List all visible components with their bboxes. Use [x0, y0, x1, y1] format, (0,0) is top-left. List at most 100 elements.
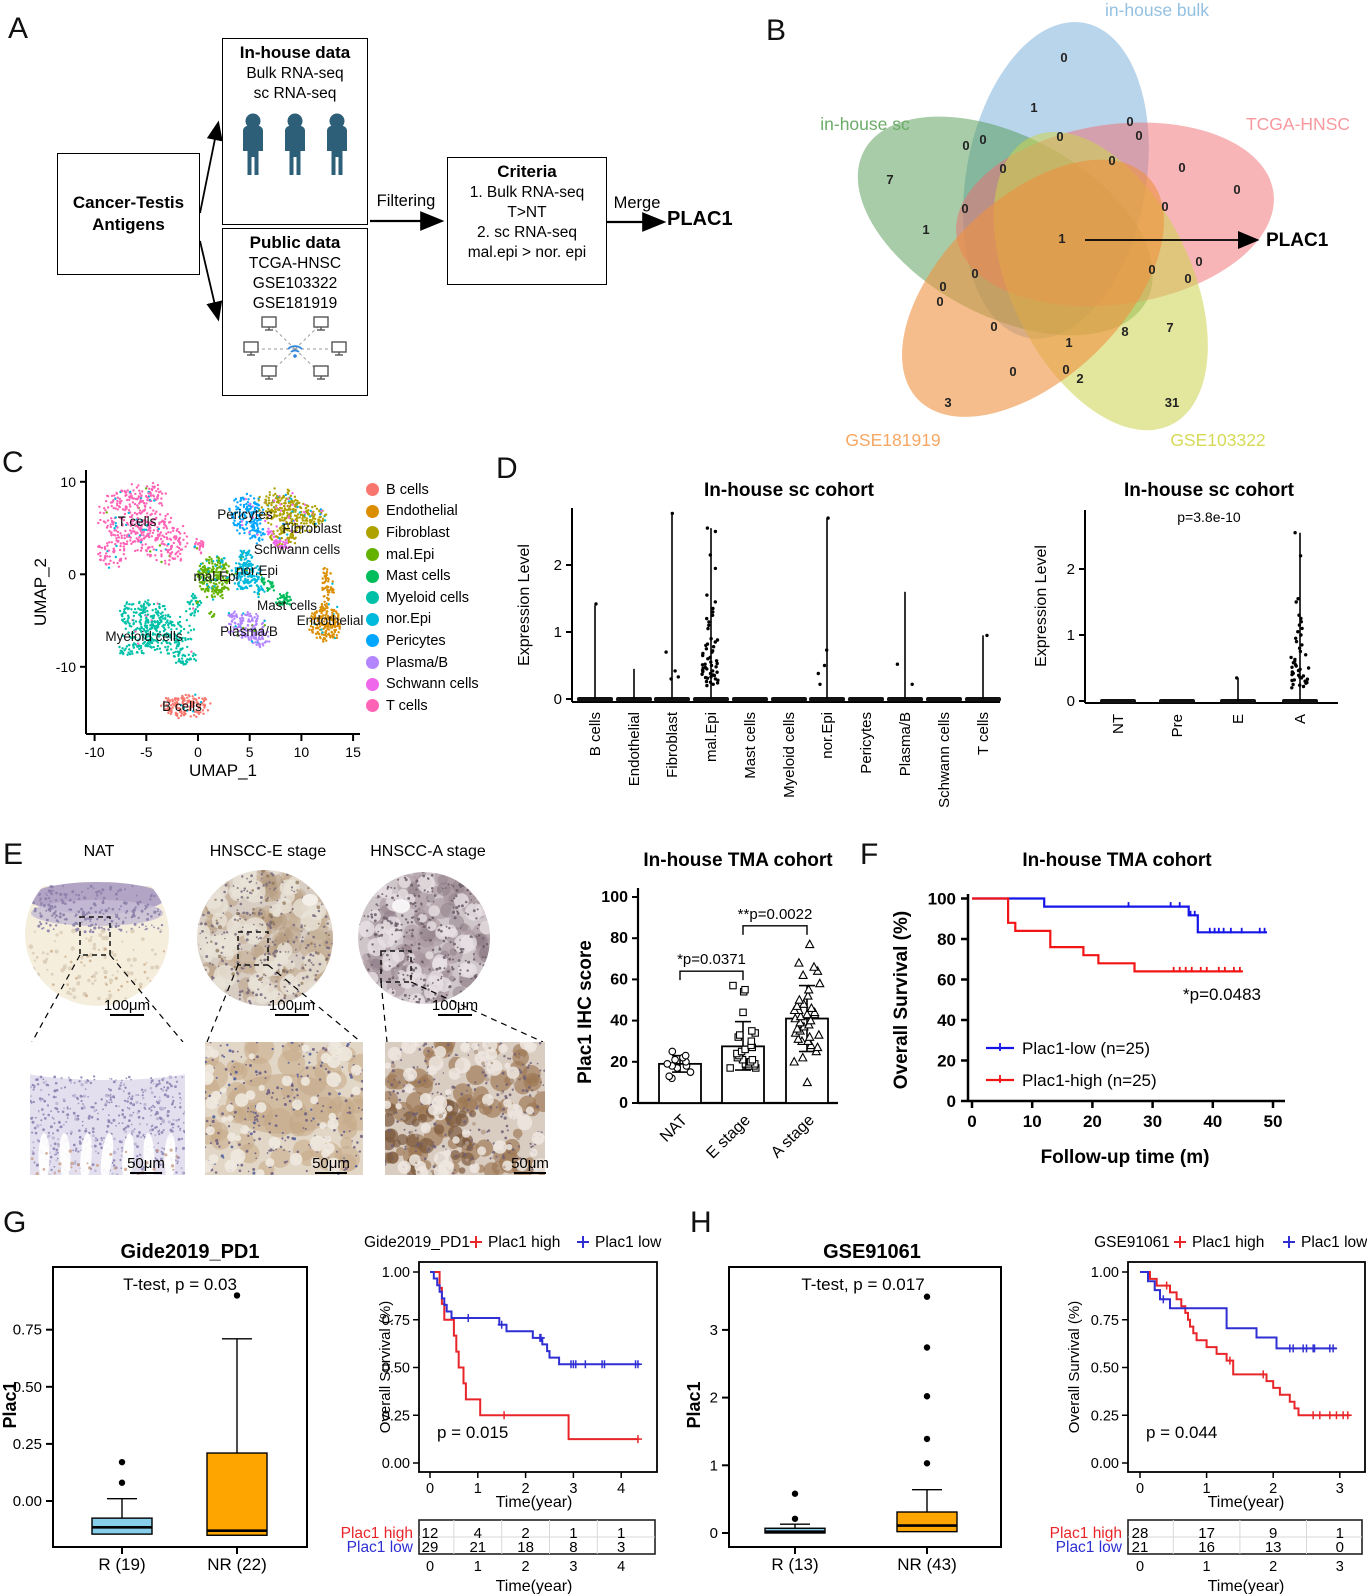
criteria-title: Criteria	[497, 162, 557, 181]
legend-label: Endothelial	[386, 503, 458, 520]
legend-label: Myeloid cells	[386, 589, 469, 606]
inhouse-data-box: In-house data Bulk RNA-seq sc RNA-seq	[222, 38, 368, 225]
km_gse-xlabel: Time(year)	[1208, 1494, 1285, 1511]
venn-count: 0	[1195, 254, 1202, 269]
panel-label-a: A	[8, 12, 29, 45]
svg-text:0: 0	[68, 566, 76, 582]
umap-cluster-pericytes	[228, 492, 266, 545]
km_gse-risk-value: 28	[1132, 1525, 1149, 1542]
cancer-testis-box: Cancer-Testis Antigens	[57, 153, 200, 275]
cancer-testis-line2: Antigens	[92, 215, 165, 234]
km_gse-plot: 1.000.750.500.250.000 1 2 3Time(year)Overal…	[1050, 1234, 1367, 1594]
km-tma-ylabel: Overall Survival (%)	[891, 911, 912, 1089]
box_gide-title: Gide2019_PD1	[121, 1241, 260, 1263]
venn-count: 0	[990, 319, 997, 334]
km_gide-legend-label: Plac1 high	[488, 1234, 560, 1251]
km_gide-risk-value: 29	[422, 1539, 439, 1556]
km-tma-title: In-house TMA cohort	[1022, 850, 1212, 871]
km_gse-risk-value: 16	[1198, 1539, 1215, 1556]
umap-cluster-label: T cells	[118, 514, 157, 529]
legend-swatch	[366, 634, 379, 648]
umap-plot: -10 -5 0 5 10 15 10 0 -10 UMAP_1 UMAP_2 T cells Peri…	[31, 470, 363, 780]
venn-count: 0	[1178, 160, 1185, 175]
venn-count: 0	[962, 138, 969, 153]
inhouse-line2: sc RNA-seq	[253, 85, 337, 102]
box_gide-box	[206, 1452, 268, 1536]
km_gse-risk-value: 0	[1336, 1539, 1344, 1556]
umap-cluster-label: Myeloid cells	[105, 629, 183, 644]
svg-text:0: 0	[194, 744, 202, 760]
legend-swatch	[366, 612, 379, 626]
violin-cat-label: Mast cells	[742, 712, 759, 779]
box_gide-cat-label: R (19)	[98, 1555, 145, 1574]
ihc-scale-label: 100μm	[432, 997, 478, 1014]
legend-swatch	[366, 591, 379, 605]
umap-legend-item: Pericytes	[366, 630, 479, 652]
tma-sig-label: **p=0.0022	[738, 906, 813, 923]
umap-cluster-label: mal.Epi	[193, 569, 238, 584]
svg-text:1: 1	[554, 624, 562, 641]
plac1-result-label: PLAC1	[667, 208, 733, 230]
svg-text:5: 5	[246, 744, 254, 760]
venn-count: 0	[1062, 362, 1069, 377]
venn-result-label: PLAC1	[1266, 230, 1329, 251]
box_gide-subtitle: T-test, p = 0.03	[123, 1275, 237, 1294]
box_gse-cat-label: NR (43)	[897, 1555, 957, 1574]
umap-cluster-plasma-b	[224, 610, 271, 649]
violin-cat-label: E	[1230, 714, 1247, 724]
km_gse-risk-value: 17	[1198, 1525, 1215, 1542]
venn-count: 0	[1060, 50, 1067, 65]
network-icon	[243, 316, 347, 380]
umap-ylabel: UMAP_2	[31, 558, 50, 626]
criteria-box: Criteria 1. Bulk RNA-seq T>NT 2. sc RNA-…	[447, 157, 607, 285]
venn-count: 0	[1148, 262, 1155, 277]
km-curve-Plac1-high	[972, 897, 1243, 973]
tma-title: In-house TMA cohort	[643, 850, 833, 871]
legend-label: nor.Epi	[386, 611, 432, 628]
umap-cluster-mal-epi	[194, 555, 234, 619]
km_gse-risk-xlabel: Time(year)	[1208, 1578, 1285, 1594]
svg-text:0: 0	[1067, 693, 1075, 710]
umap-cluster-fibroblast	[257, 487, 328, 550]
venn-count: 0	[961, 201, 968, 216]
umap-legend-item: Mast cells	[366, 565, 479, 587]
venn-count: 0	[936, 294, 943, 309]
inhouse-line1: Bulk RNA-seq	[246, 65, 344, 82]
km_gse-risk-row-label: Plac1 high	[1050, 1525, 1122, 1542]
ihc-zoom-box	[79, 916, 111, 956]
km-tma-xlabel: Follow-up time (m)	[1041, 1147, 1210, 1168]
km_gide-legend-label: Plac1 low	[595, 1234, 662, 1251]
tma-sig-label: *p=0.0371	[677, 951, 746, 968]
venn-count: 0	[999, 161, 1006, 176]
km_gide-risk-xlabel: Time(year)	[496, 1578, 573, 1594]
box_gse-subtitle: T-test, p = 0.017	[801, 1275, 924, 1294]
legend-swatch	[366, 656, 379, 670]
umap-cluster-schwann-cells	[266, 527, 291, 550]
violin-cat-label: mal.Epi	[703, 712, 720, 762]
venn-count: 1	[1030, 100, 1037, 115]
km_gse-ylabel: Overall Survival (%)	[1066, 1301, 1083, 1434]
box_gse-title: GSE91061	[823, 1241, 921, 1263]
public-line3: GSE181919	[252, 295, 338, 312]
ihc-core-image	[197, 870, 333, 1006]
venn-count: 0	[1184, 271, 1191, 286]
ihc-column-title: HNSCC-E stage	[210, 843, 327, 860]
venn-count: 1	[1058, 231, 1065, 246]
venn-count: 0	[979, 132, 986, 147]
public-title: Public data	[249, 233, 341, 252]
venn-count: 8	[1121, 324, 1128, 339]
legend-label: T cells	[386, 697, 428, 714]
ihc-scale-label: 50μm	[312, 1155, 350, 1172]
umap-cluster-nor-epi	[230, 549, 266, 599]
panel-label-h: H	[690, 1206, 712, 1239]
km_gide-risk-value: 1	[617, 1525, 625, 1542]
svg-text:1: 1	[1067, 627, 1075, 644]
km-tma-p: *p=0.0483	[1183, 985, 1261, 1004]
umap-cluster-label: Plasma/B	[220, 624, 278, 639]
km_gide-risk-value: 2	[521, 1525, 529, 1542]
ihc-detail-image	[385, 1042, 545, 1175]
violin-title: In-house sc cohort	[704, 480, 875, 501]
ihc-column-0: NAT 100μm 50μm	[25, 843, 185, 1175]
